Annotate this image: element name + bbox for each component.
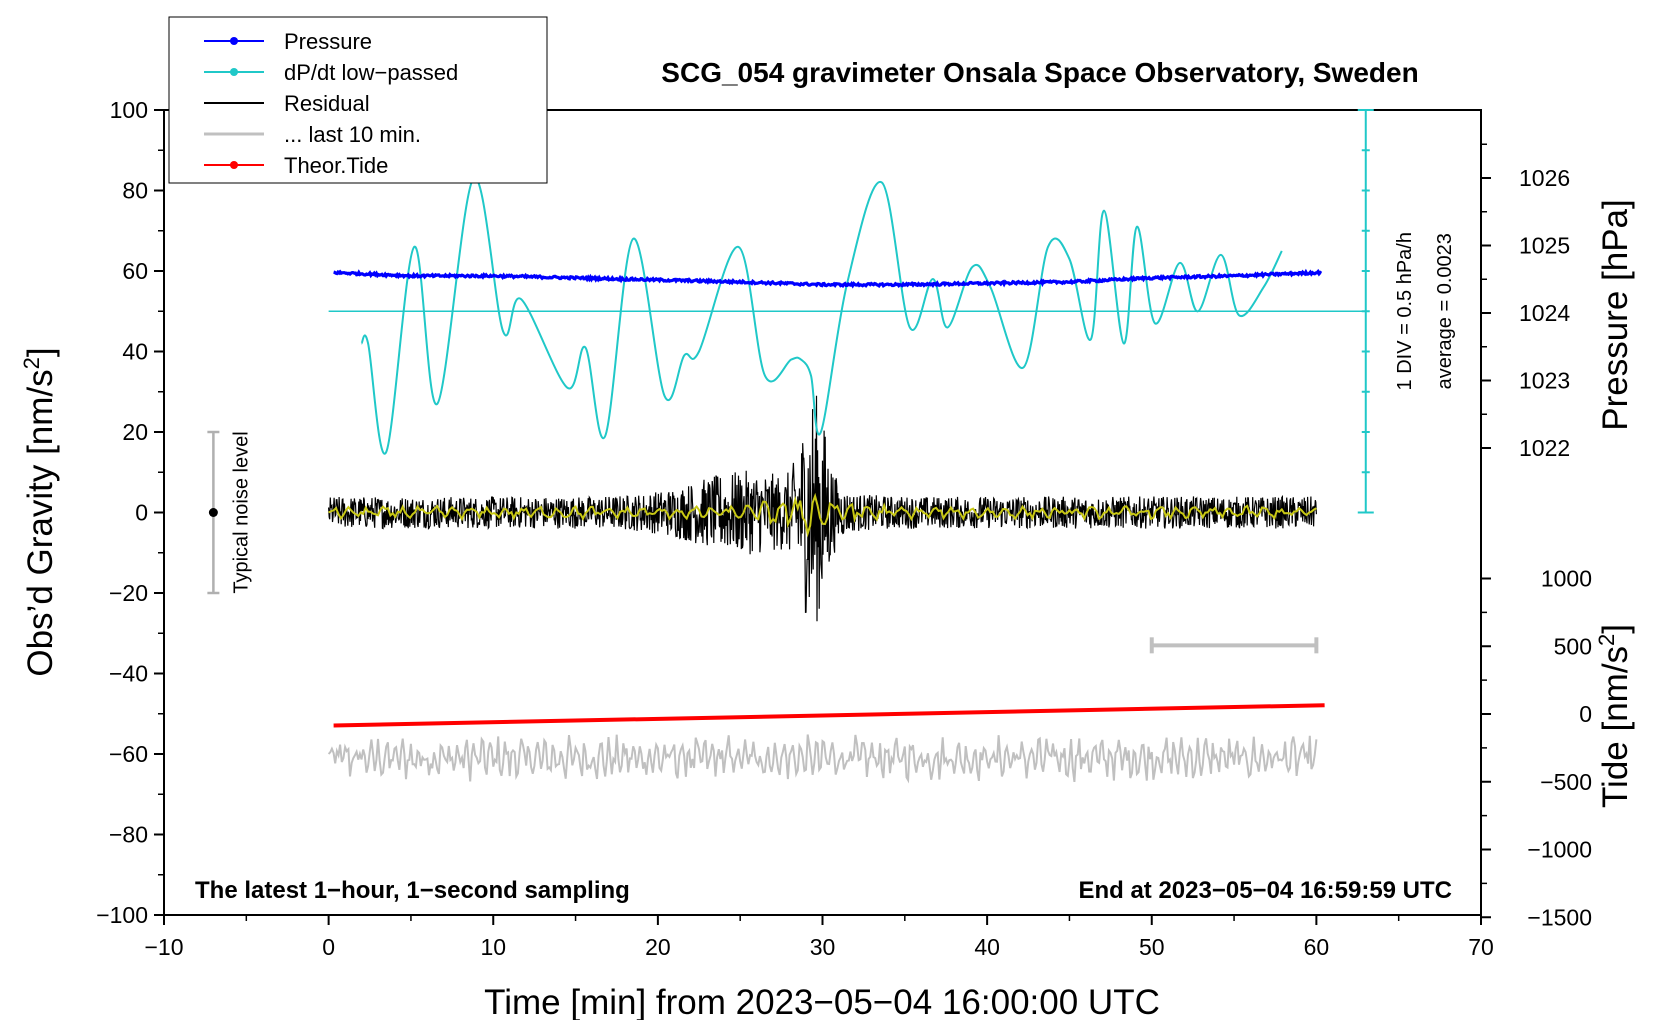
series-last-10-min-line [327,734,1318,784]
y-tick-label: −100 [96,902,148,928]
tide-tick-label: 1000 [1541,566,1592,592]
annotation-end-time: End at 2023−05−04 16:59:59 UTC [1078,877,1452,904]
dpdt-scale-average-label: average = 0.0023 [1434,233,1456,389]
legend-swatch-marker [230,68,238,76]
y-tick-label: −40 [109,661,148,687]
x-tick-label: 50 [1139,934,1165,960]
x-tick-label: 30 [810,934,836,960]
y-axis-ticks: −100 −80 −60 −40 −20 0 20 40 60 80 100 [96,97,164,928]
tide-tick-label: −500 [1540,769,1592,795]
pressure-tick-label: 1022 [1519,435,1570,461]
y-tick-label: 80 [122,178,148,204]
x-axis-title: Time [min] from 2023−05−04 16:00:00 UTC [484,983,1160,1020]
pressure-tick-label: 1025 [1519,233,1570,259]
noise-level-bar [207,430,220,595]
legend-swatch-marker [230,37,238,45]
y-tick-label: 20 [122,419,148,445]
y-axis-title-pressure: Pressure [hPa] [1596,199,1635,431]
series-tide-line [333,703,1325,728]
legend-label: ... last 10 min. [284,122,421,147]
x-tick-label: 60 [1304,934,1330,960]
pressure-tick-label: 1023 [1519,368,1570,394]
pressure-tick-label: 1024 [1519,300,1570,326]
y-tick-label: −20 [109,580,148,606]
dpdt-scale-bar [1357,109,1374,514]
y-axis-title-tide-main: Tide [nm/s [1596,646,1635,808]
pressure-axis-ticks: 1022 1023 1024 1025 1026 [1481,143,1570,461]
x-tick-label: −10 [144,934,183,960]
y-axis-title-gravity-sup: 2 [19,357,44,369]
pressure-tick-label: 1026 [1519,165,1570,191]
chart-title: SCG_054 gravimeter Onsala Space Observat… [661,57,1418,88]
y-axis-title-tide-sup: 2 [1594,634,1619,646]
x-tick-label: 0 [322,934,335,960]
y-axis-title-tide-end: ] [1596,624,1635,634]
x-axis-ticks: −10 0 10 20 30 40 50 60 70 [144,915,1494,960]
last-10-min-bar [1149,637,1319,654]
y-tick-label: 0 [135,500,148,526]
x-tick-label: 20 [645,934,671,960]
series-pressure-line [333,268,1323,289]
dpdt-scale-div-label: 1 DIV = 0.5 hPa/h [1394,232,1416,390]
x-tick-label: 70 [1468,934,1494,960]
y-tick-label: −80 [109,822,148,848]
series-dpdt-line [360,177,1283,455]
y-tick-label: 40 [122,339,148,365]
y-axis-title-gravity-end: ] [21,347,60,357]
legend-label: Pressure [284,29,372,54]
y-tick-label: 100 [110,97,148,123]
legend-label: Theor.Tide [284,153,388,178]
noise-bar-center-dot [208,508,218,517]
legend-label: dP/dt low−passed [284,60,458,85]
legend-box [168,16,548,184]
annotation-sampling: The latest 1−hour, 1−second sampling [195,877,630,904]
series-layer [327,177,1366,784]
x-tick-label: 10 [480,934,506,960]
x-tick-label: 40 [974,934,1000,960]
y-axis-title-gravity: Obs’d Gravity [nm/s2] [19,347,60,676]
y-axis-title-gravity-main: Obs’d Gravity [nm/s [21,369,60,676]
y-tick-label: −60 [109,741,148,767]
legend-label: Residual [284,91,370,116]
series-residual-line [328,395,1317,622]
tide-tick-label: 0 [1579,701,1592,727]
legend-swatch-marker [230,161,238,169]
noise-level-label: Typical noise level [230,431,252,593]
tide-tick-label: 500 [1554,633,1592,659]
tide-axis-ticks: −1500 −1000 −500 0 500 1000 [1481,566,1592,930]
legend: Pressure dP/dt low−passed Residual ... last… [168,16,548,184]
y-axis-title-tide: Tide [nm/s2] [1594,624,1635,808]
tide-tick-label: −1000 [1527,837,1592,863]
y-tick-label: 60 [122,258,148,284]
series-residual-lowpass-line [328,492,1317,538]
tide-tick-label: −1500 [1527,904,1592,930]
